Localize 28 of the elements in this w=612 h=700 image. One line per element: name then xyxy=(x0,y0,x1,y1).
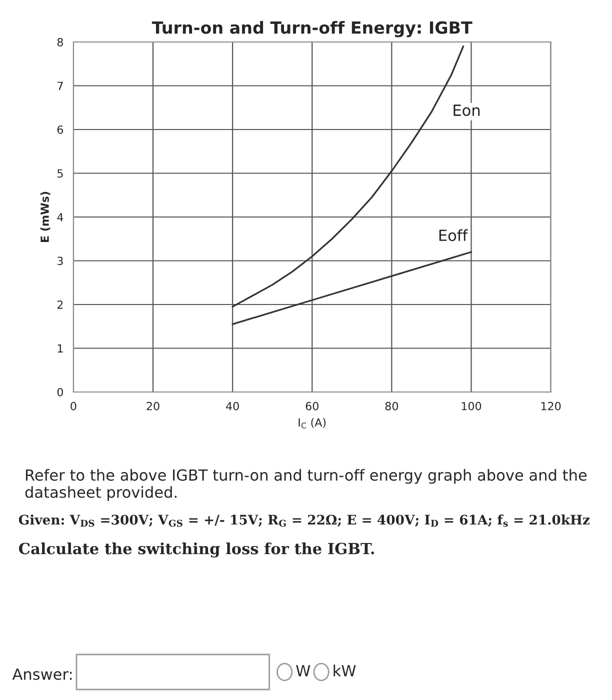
x-tick-label: 80 xyxy=(385,402,398,410)
x-tick-label: 60 xyxy=(306,402,318,410)
series-label: Eoff xyxy=(439,229,468,242)
series-label: Eon xyxy=(454,104,480,116)
y-tick-label: 7 xyxy=(58,82,63,90)
text: Answer: xyxy=(12,668,72,680)
y-tick-label: 5 xyxy=(58,169,63,178)
y-tick-label: 6 xyxy=(57,125,64,134)
y-tick-label: 4 xyxy=(57,213,64,222)
x-tick-label: 0 xyxy=(70,402,76,410)
x-tick-label: 100 xyxy=(462,402,482,410)
x-tick-label: 20 xyxy=(146,402,160,410)
x-tick-label: 40 xyxy=(226,402,239,410)
y-axis-title: E (mWs) xyxy=(40,192,50,242)
text: Given: V$_{DS}$ =300V; V$_{GS}$ = +/- 15V; R$_{G}$ = 22Ω; E = 400V; I$_{D}$ = 61A; f$_{s}$ = 21.0kHz xyxy=(18,514,590,527)
text: Calculate the switching loss for the IGBT. xyxy=(19,542,374,558)
chart-title: Turn-on and Turn-off Energy: IGBT xyxy=(152,21,472,38)
y-tick-label: 0 xyxy=(57,388,63,396)
y-tick-label: 3 xyxy=(57,256,63,266)
y-tick-label: 8 xyxy=(57,38,63,46)
x-tick-label: 120 xyxy=(541,402,561,410)
line-series xyxy=(232,251,472,326)
text: W xyxy=(296,665,310,676)
text: kW xyxy=(334,664,356,676)
y-tick-label: 1 xyxy=(58,344,63,352)
x-axis-title: I$_{C}$ (A) xyxy=(298,418,326,428)
text: Refer to the above IGBT turn-on and turn-off energy graph above and the datasheet provided. xyxy=(25,469,587,501)
y-tick-label: 2 xyxy=(57,300,63,309)
